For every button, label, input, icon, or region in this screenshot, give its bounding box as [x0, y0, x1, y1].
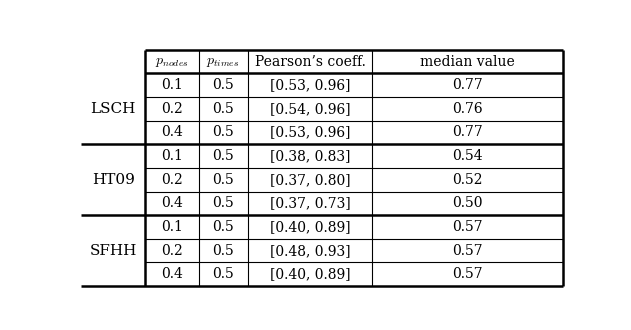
Text: [0.40, 0.89]: [0.40, 0.89]: [269, 267, 350, 281]
Text: 0.5: 0.5: [212, 173, 234, 187]
Text: 0.5: 0.5: [212, 149, 234, 163]
Text: [0.48, 0.93]: [0.48, 0.93]: [269, 244, 350, 258]
Text: [0.53, 0.96]: [0.53, 0.96]: [269, 125, 350, 140]
Text: 0.5: 0.5: [212, 78, 234, 92]
Text: [0.37, 0.73]: [0.37, 0.73]: [269, 196, 350, 210]
Text: 0.4: 0.4: [161, 267, 183, 281]
Text: 0.2: 0.2: [161, 173, 182, 187]
Text: 0.57: 0.57: [452, 267, 483, 281]
Text: 0.1: 0.1: [161, 220, 183, 234]
Text: 0.5: 0.5: [212, 244, 234, 258]
Text: 0.77: 0.77: [452, 78, 483, 92]
Text: 0.2: 0.2: [161, 102, 182, 116]
Text: [0.40, 0.89]: [0.40, 0.89]: [269, 220, 350, 234]
Text: $p_{times}$: $p_{times}$: [206, 54, 240, 69]
Text: 0.5: 0.5: [212, 125, 234, 140]
Text: 0.52: 0.52: [452, 173, 483, 187]
Text: LSCH: LSCH: [90, 102, 136, 116]
Text: $p_{nodes}$: $p_{nodes}$: [155, 54, 189, 69]
Text: 0.1: 0.1: [161, 149, 183, 163]
Text: 0.50: 0.50: [452, 196, 483, 210]
Text: [0.53, 0.96]: [0.53, 0.96]: [269, 78, 350, 92]
Text: 0.5: 0.5: [212, 102, 234, 116]
Text: Pearson’s coeff.: Pearson’s coeff.: [254, 54, 365, 69]
Text: 0.5: 0.5: [212, 267, 234, 281]
Text: 0.57: 0.57: [452, 244, 483, 258]
Text: [0.38, 0.83]: [0.38, 0.83]: [269, 149, 350, 163]
Text: [0.37, 0.80]: [0.37, 0.80]: [269, 173, 350, 187]
Text: 0.4: 0.4: [161, 125, 183, 140]
Text: SFHH: SFHH: [90, 244, 137, 258]
Text: 0.57: 0.57: [452, 220, 483, 234]
Text: 0.2: 0.2: [161, 244, 182, 258]
Text: 0.5: 0.5: [212, 196, 234, 210]
Text: 0.77: 0.77: [452, 125, 483, 140]
Text: 0.1: 0.1: [161, 78, 183, 92]
Text: median value: median value: [420, 54, 515, 69]
Text: [0.54, 0.96]: [0.54, 0.96]: [269, 102, 350, 116]
Text: 0.54: 0.54: [452, 149, 483, 163]
Text: 0.4: 0.4: [161, 196, 183, 210]
Text: HT09: HT09: [91, 173, 134, 187]
Text: 0.76: 0.76: [452, 102, 483, 116]
Text: 0.5: 0.5: [212, 220, 234, 234]
